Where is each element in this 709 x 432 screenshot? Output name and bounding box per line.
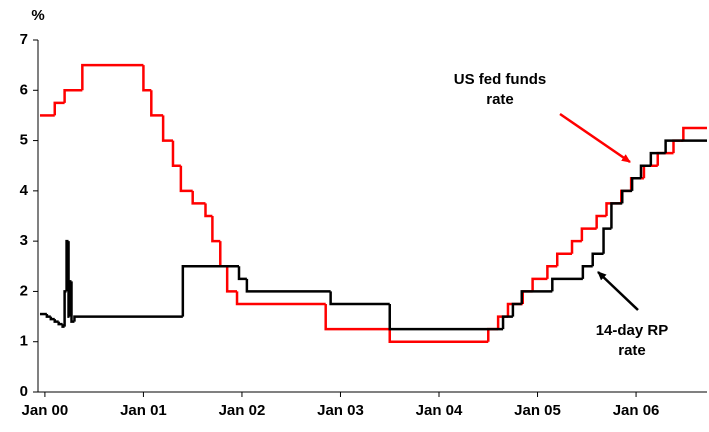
step-segment [506, 302, 523, 317]
step-segment [235, 291, 326, 306]
step-segment [45, 314, 51, 318]
x-tick-label: Jan 06 [613, 402, 660, 419]
step-segment [610, 202, 623, 229]
y-tick-label: 7 [20, 31, 28, 48]
step-segment [245, 278, 331, 293]
y-tick-label: 1 [20, 333, 28, 350]
step-segment [605, 202, 622, 216]
x-tick-label: Jan 04 [416, 402, 463, 419]
step-segment [591, 252, 604, 267]
step-segment [531, 277, 548, 292]
step-segment [595, 214, 607, 229]
x-tick-label: Jan 00 [22, 402, 69, 419]
step-segment [63, 89, 83, 103]
x-tick-label: Jan 01 [120, 402, 167, 419]
step-segment [580, 227, 597, 242]
step-segment [672, 139, 684, 154]
annotation: rate [486, 91, 514, 108]
step-segment [57, 321, 63, 326]
step-segment [388, 329, 489, 343]
step-segment [53, 101, 65, 116]
step-segment [520, 290, 553, 304]
step-segment [664, 139, 681, 154]
y-tick-label: 2 [20, 282, 28, 299]
step-segment [329, 291, 390, 306]
step-segment [150, 90, 164, 117]
y-tick-label: 3 [20, 232, 28, 249]
step-segment [602, 227, 612, 254]
step-segment [181, 265, 239, 317]
step-segment [630, 177, 641, 191]
step-segment [63, 290, 67, 327]
step-segment [388, 304, 504, 331]
y-tick-label: 4 [20, 182, 29, 199]
x-tick-label: Jan 05 [514, 402, 561, 419]
step-segment [237, 266, 247, 281]
step-segment [649, 151, 666, 166]
step-segment [642, 164, 658, 179]
step-segment [511, 302, 522, 317]
step-segment [487, 327, 499, 342]
step-segment [142, 65, 152, 92]
step-segment [81, 63, 144, 91]
x-tick-label: Jan 03 [317, 402, 364, 419]
step-segment [581, 265, 593, 279]
step-segment [61, 324, 65, 328]
annotation: rate [618, 342, 646, 359]
annotation: US fed funds [454, 71, 547, 88]
step-segment [555, 252, 573, 267]
y-tick-label: 5 [20, 132, 28, 149]
step-segment [225, 266, 238, 293]
step-segment [521, 290, 533, 304]
y-axis-label: % [31, 7, 44, 24]
step-segment [171, 140, 181, 167]
step-segment [324, 304, 390, 331]
step-segment [219, 241, 228, 268]
y-tick-label: 0 [20, 383, 28, 400]
step-segment [621, 189, 633, 204]
x-tick-label: Jan 02 [219, 402, 266, 419]
annotation-arrow [559, 112, 631, 164]
step-segment [73, 315, 183, 322]
step-segment [49, 316, 55, 321]
step-segment [682, 126, 707, 141]
step-segment [68, 280, 72, 317]
step-segment [204, 203, 213, 218]
step-segment [179, 165, 193, 193]
step-segment [639, 164, 651, 179]
step-segment [546, 265, 558, 279]
step-segment [570, 239, 582, 254]
step-segment [211, 216, 221, 243]
step-segment [551, 277, 583, 292]
step-segment [501, 315, 513, 330]
annotation-arrow [597, 271, 639, 311]
step-segment [161, 115, 173, 142]
step-segment [656, 151, 674, 166]
y-tick-label: 6 [20, 81, 28, 98]
step-segment [191, 190, 206, 205]
annotation: 14-day RP [596, 322, 669, 339]
step-segment [53, 319, 59, 323]
